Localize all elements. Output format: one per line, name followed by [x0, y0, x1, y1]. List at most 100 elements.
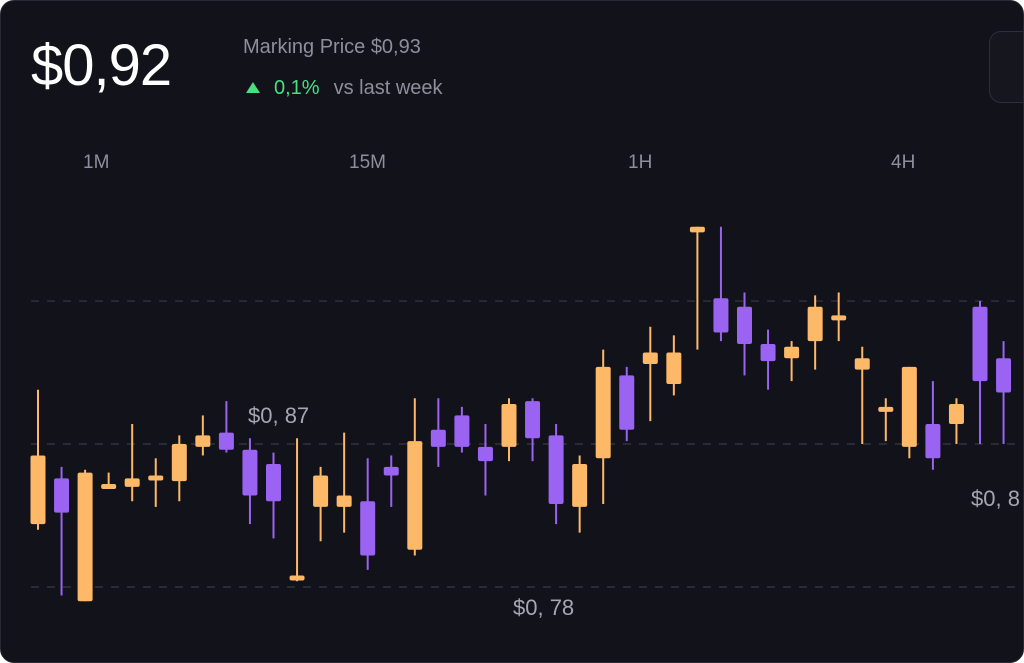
- candle-body: [642, 352, 658, 364]
- candle: [289, 438, 305, 582]
- candle: [642, 326, 658, 422]
- triangle-up-icon: [246, 81, 260, 93]
- timeframe-1h[interactable]: 1H: [628, 152, 653, 173]
- change-context: vs last week: [333, 77, 443, 99]
- candle: [666, 335, 682, 396]
- candle-body: [948, 403, 964, 424]
- candle: [148, 458, 164, 507]
- candle: [30, 389, 46, 530]
- candle-body: [336, 495, 352, 507]
- candle-body: [925, 424, 941, 459]
- candle-body: [171, 444, 187, 482]
- candle-body: [218, 432, 234, 450]
- current-price: $0,92: [31, 33, 172, 98]
- candle-body: [878, 406, 894, 412]
- candle: [901, 366, 917, 459]
- candle-body: [666, 352, 682, 384]
- candle: [784, 341, 800, 382]
- candle: [54, 466, 70, 596]
- candle: [313, 466, 329, 542]
- candle-body: [407, 441, 423, 550]
- candle-body: [124, 478, 140, 487]
- candle-body: [454, 415, 470, 447]
- candle: [430, 398, 446, 467]
- candle: [831, 292, 847, 342]
- timeframe-4h[interactable]: 4H: [891, 152, 916, 173]
- candle: [972, 301, 988, 445]
- candle-body: [737, 306, 752, 344]
- candle-body: [784, 346, 800, 359]
- price-label-right: $0, 8: [971, 486, 1020, 511]
- candle: [101, 472, 117, 490]
- candle: [925, 381, 941, 470]
- candle: [171, 435, 187, 502]
- candle-body: [266, 464, 281, 502]
- candle: [595, 349, 611, 505]
- candle-body: [148, 475, 164, 481]
- candle: [525, 398, 541, 462]
- candle: [572, 455, 588, 533]
- candle-body: [313, 475, 329, 507]
- weekly-change: 0,1% vs last week: [246, 76, 443, 100]
- candle: [948, 398, 964, 445]
- candle-body: [854, 358, 870, 370]
- candle: [760, 329, 776, 390]
- candle-body: [619, 375, 635, 430]
- candle-body: [689, 226, 705, 233]
- candle-body: [972, 306, 988, 382]
- candle: [501, 398, 517, 462]
- candle: [77, 469, 93, 602]
- candle: [383, 455, 399, 507]
- candle-body: [501, 403, 517, 447]
- candle-body: [77, 472, 93, 602]
- candle-body: [713, 298, 729, 333]
- candle-body: [195, 435, 211, 447]
- candle: [124, 424, 140, 502]
- candle-body: [477, 446, 493, 462]
- candle: [407, 398, 423, 556]
- candle-body: [831, 315, 847, 321]
- timeframe-15m[interactable]: 15M: [349, 152, 386, 173]
- candle-body: [242, 449, 258, 496]
- candle: [807, 295, 823, 370]
- options-button[interactable]: [989, 31, 1023, 103]
- candle-body: [996, 358, 1012, 393]
- candle: [619, 366, 635, 442]
- candle-body: [807, 306, 823, 342]
- candle: [878, 398, 894, 442]
- candle-body: [101, 484, 117, 490]
- candle-body: [595, 366, 611, 459]
- candle-body: [54, 478, 70, 513]
- candle-body: [30, 455, 46, 525]
- candle-body: [760, 343, 776, 362]
- candle: [689, 226, 705, 350]
- change-value: 0,1%: [274, 77, 320, 99]
- candle-body: [572, 464, 588, 507]
- candle-body: [430, 429, 446, 447]
- candle-body: [901, 366, 917, 447]
- candle: [477, 424, 493, 496]
- candle-body: [525, 401, 541, 439]
- candle-body: [289, 575, 305, 581]
- candle: [266, 452, 281, 539]
- marking-price: Marking Price $0,93: [243, 36, 421, 58]
- candle: [854, 346, 870, 445]
- candle: [454, 406, 470, 453]
- candle: [360, 458, 376, 570]
- candle-body: [383, 466, 399, 476]
- candle: [713, 226, 729, 342]
- price-label-upper: $0, 87: [248, 403, 309, 428]
- candle: [242, 438, 258, 525]
- candle: [195, 415, 211, 456]
- candle-body: [360, 501, 376, 556]
- candle: [218, 401, 234, 453]
- candle: [996, 341, 1012, 445]
- timeframe-1m[interactable]: 1M: [83, 152, 110, 173]
- candle: [737, 292, 752, 376]
- candle: [548, 424, 564, 525]
- candle-body: [548, 435, 564, 505]
- candle: [336, 432, 352, 533]
- price-label-lower: $0, 78: [513, 595, 574, 620]
